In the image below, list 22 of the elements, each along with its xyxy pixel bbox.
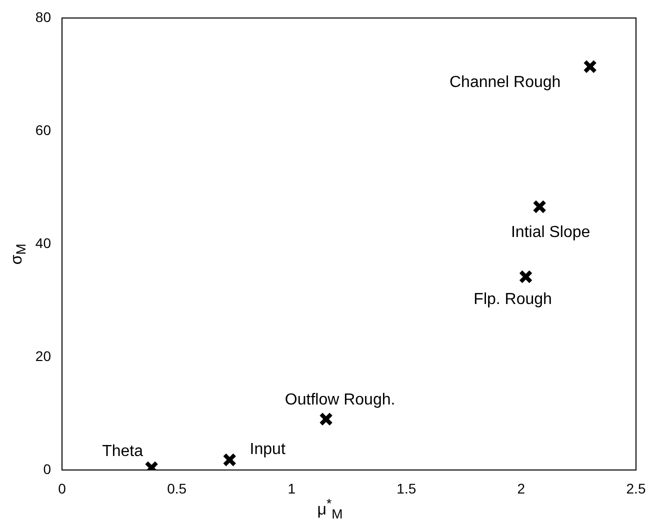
y-tick-label: 20 bbox=[35, 348, 52, 364]
x-tick-label: 0.5 bbox=[167, 480, 187, 496]
y-tick-label: 60 bbox=[35, 122, 52, 138]
y-tick-label: 40 bbox=[35, 234, 52, 251]
point bbox=[518, 270, 533, 284]
annotation: Outflow Rough. bbox=[284, 392, 396, 409]
annotation: Input bbox=[250, 441, 286, 458]
y-tick-label: 0 bbox=[43, 460, 52, 477]
annotation: Intial Slope bbox=[510, 224, 590, 242]
x-tick-label: 2 bbox=[517, 480, 526, 496]
x-tick-label: 1.5 bbox=[396, 480, 416, 496]
point bbox=[319, 412, 333, 426]
point bbox=[222, 452, 237, 467]
x-tick-label: 0 bbox=[58, 480, 66, 496]
annotation: Flp. Rough bbox=[474, 291, 552, 308]
point bbox=[583, 60, 598, 74]
y-tick-label: 80 bbox=[35, 8, 52, 25]
annotation: Channel Rough bbox=[449, 74, 561, 91]
point bbox=[532, 200, 547, 214]
x-tick-label: 2.5 bbox=[626, 480, 646, 496]
annotation: Theta bbox=[102, 443, 144, 460]
x-tick-label: 1 bbox=[288, 480, 296, 496]
